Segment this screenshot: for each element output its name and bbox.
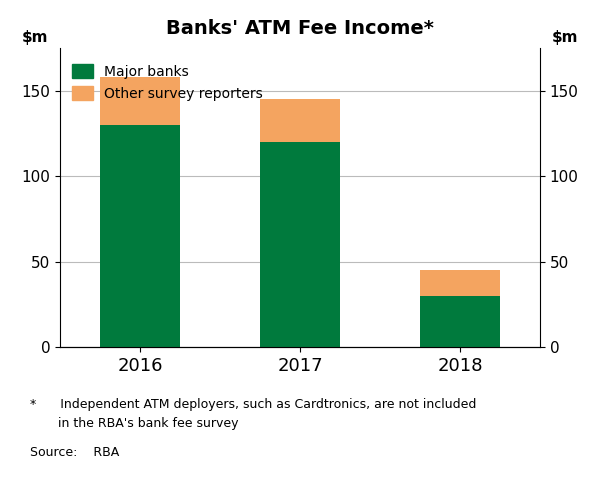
Title: Banks' ATM Fee Income*: Banks' ATM Fee Income*: [166, 19, 434, 38]
Text: $m: $m: [552, 30, 578, 45]
Legend: Major banks, Other survey reporters: Major banks, Other survey reporters: [72, 64, 262, 101]
Text: in the RBA's bank fee survey: in the RBA's bank fee survey: [30, 417, 239, 430]
Bar: [260, 142, 340, 347]
Bar: [260, 99, 340, 142]
Text: *      Independent ATM deployers, such as Cardtronics, are not included: * Independent ATM deployers, such as Car…: [30, 398, 476, 411]
Text: $m: $m: [22, 30, 48, 45]
Text: Source:    RBA: Source: RBA: [30, 446, 119, 459]
Bar: [420, 296, 500, 347]
Bar: [100, 77, 180, 125]
Bar: [100, 125, 180, 347]
Bar: [420, 270, 500, 296]
